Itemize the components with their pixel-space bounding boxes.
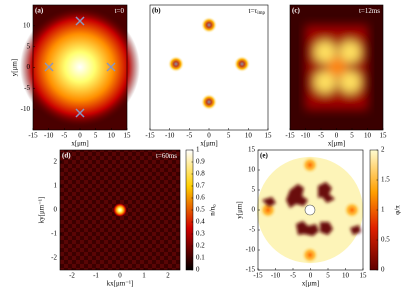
x-tick-label: 0 (207, 132, 211, 140)
x-tick-label: -1 (93, 272, 99, 280)
x-tick-label: -15 (285, 132, 295, 140)
x-tick-label: 15 (124, 132, 132, 140)
colorbar-tick-label: 2 (381, 146, 385, 154)
x-tick-label: -15 (253, 272, 263, 280)
colorbar-tick-label: 0.1 (196, 254, 205, 262)
y-tick-label: 0 (54, 206, 58, 214)
x-tick-label: 1 (142, 272, 146, 280)
annotation-text: t=60ms (156, 152, 177, 160)
annotation-text: t=12ms (359, 7, 380, 15)
y-tick-label: 0 (252, 206, 256, 214)
colorbar-tick-label: 0.7 (196, 182, 205, 190)
y-tick-label: 10 (248, 166, 256, 174)
annotation-text: t=0 (115, 7, 125, 15)
y-tick-label: -5 (24, 84, 30, 92)
x-tick-label: 5 (350, 132, 354, 140)
x-axis-label: kx[μm⁻¹] (107, 280, 134, 288)
panel-label: (e) (260, 152, 268, 160)
x-tick-label: -2 (69, 272, 75, 280)
colorbar-tick-label: 0 (381, 266, 385, 274)
y-tick-label: 5 (27, 42, 31, 50)
annotation-text: t=τ (249, 7, 258, 15)
x-axis-label: x[μm] (302, 280, 319, 288)
panel-annotation: t=60ms (156, 152, 177, 160)
x-tick-label: 0 (118, 272, 122, 280)
x-tick-label: -15 (28, 132, 38, 140)
x-tick-label: 0 (78, 132, 82, 140)
x-tick-label: -10 (271, 272, 281, 280)
x-tick-label: 10 (364, 132, 372, 140)
y-tick-label: 0 (27, 63, 31, 71)
x-tick-label: 10 (245, 132, 253, 140)
colorbar-tick-label: 1 (381, 206, 385, 214)
y-tick-label: -15 (246, 266, 256, 274)
y-tick-label: 5 (252, 186, 256, 194)
colorbar-tick-label: 0.3 (196, 230, 205, 238)
x-tick-label: 5 (326, 272, 330, 280)
x-tick-label: -10 (301, 132, 311, 140)
panel-label: (b) (152, 7, 161, 15)
y-axis-label: y[μm] (11, 59, 19, 76)
x-tick-label: 2 (166, 272, 170, 280)
x-tick-label: -15 (145, 132, 155, 140)
colorbar-tick-label: 1 (196, 146, 200, 154)
annotation-subscript: imp (257, 11, 265, 16)
y-axis-label: ky[μm⁻¹] (38, 197, 46, 224)
x-tick-label: 15 (380, 132, 388, 140)
x-tick-label: -10 (44, 132, 54, 140)
x-tick-label: 5 (94, 132, 98, 140)
x-tick-label: -5 (186, 132, 192, 140)
colorbar-tick-label: 0.2 (196, 242, 205, 250)
x-tick-label: -5 (290, 272, 296, 280)
colorbar-label: n/n₀ (209, 204, 217, 216)
x-tick-label: 10 (108, 132, 116, 140)
x-tick-label: 15 (265, 132, 273, 140)
x-axis-label: x[μm] (200, 140, 217, 148)
panel-annotation: t=τimp (249, 7, 266, 17)
x-axis-label: x[μm] (71, 140, 88, 148)
x-tick-label: 0 (309, 272, 313, 280)
x-tick-label: 10 (342, 272, 350, 280)
y-tick-label: -2 (51, 254, 57, 262)
x-tick-label: -10 (165, 132, 175, 140)
colorbar-tick-label: 0.9 (196, 158, 205, 166)
colorbar-tick-label: 0.8 (196, 170, 205, 178)
panel-annotation: t=12ms (359, 7, 380, 15)
x-tick-label: 0 (335, 132, 339, 140)
y-tick-label: -10 (21, 105, 31, 113)
y-axis-label: y[μm] (236, 201, 244, 218)
x-tick-label: 15 (360, 272, 368, 280)
y-tick-label: -1 (51, 230, 57, 238)
y-tick-label: 1 (54, 182, 58, 190)
x-tick-label: -5 (61, 132, 67, 140)
colorbar-tick-label: 0.5 (196, 206, 205, 214)
y-tick-label: -5 (249, 226, 255, 234)
colorbar-label: φ/π (394, 205, 402, 215)
panel-label: (d) (62, 152, 71, 160)
x-axis-label: x[μm] (328, 140, 345, 148)
colorbar-tick-label: 0.5 (381, 236, 390, 244)
y-tick-label: -10 (246, 246, 256, 254)
colorbar-tick-label: 0 (196, 266, 200, 274)
panel-annotation: t=0 (115, 7, 125, 15)
y-tick-label: 15 (248, 146, 256, 154)
colorbar-tick-label: 1.5 (381, 176, 390, 184)
colorbar-tick-label: 0.4 (196, 218, 205, 226)
panel-label: (c) (292, 7, 300, 15)
heatmaps (20, 5, 383, 270)
x-tick-label: 5 (227, 132, 231, 140)
x-tick-label: -5 (318, 132, 324, 140)
panel-label: (a) (35, 7, 44, 15)
y-tick-label: 2 (54, 158, 58, 166)
y-tick-label: 10 (23, 21, 31, 29)
colorbar-tick-label: 0.6 (196, 194, 205, 202)
